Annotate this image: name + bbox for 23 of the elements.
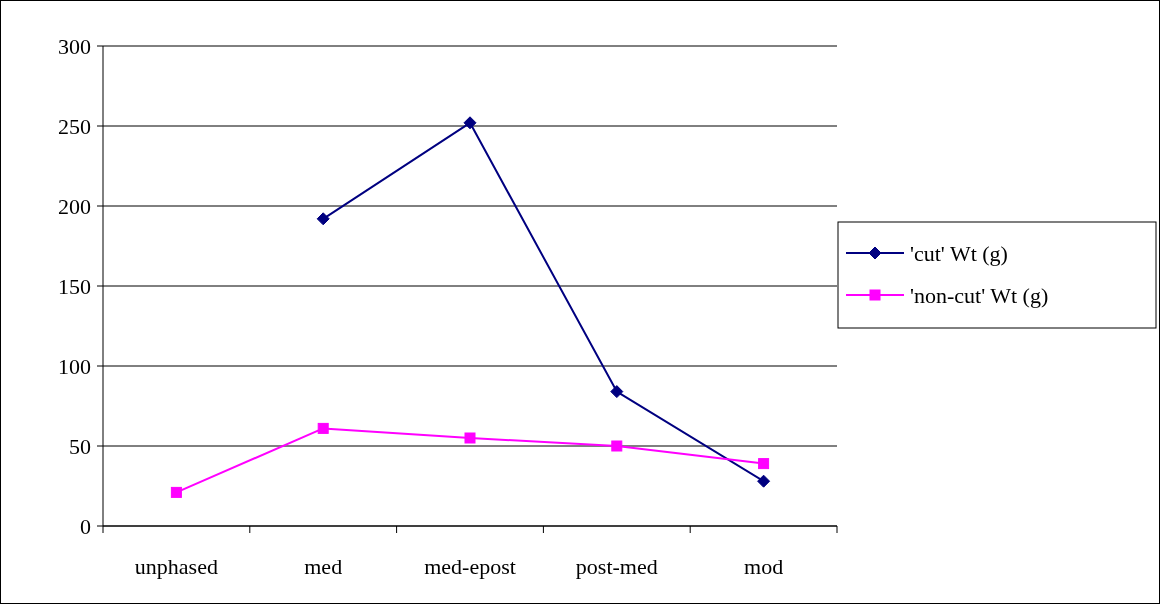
legend-label: 'non-cut' Wt (g) bbox=[910, 282, 1049, 308]
point bbox=[758, 458, 770, 470]
y-tick-label: 250 bbox=[58, 113, 91, 139]
x-tick-label: unphased bbox=[134, 554, 218, 579]
point bbox=[610, 385, 624, 399]
y-tick-label: 150 bbox=[58, 273, 91, 299]
legend-label: 'cut' Wt (g) bbox=[910, 240, 1008, 266]
point bbox=[317, 422, 329, 434]
y-tick-label: 50 bbox=[69, 433, 91, 459]
y-tick-label: 300 bbox=[58, 33, 91, 59]
x-tick-label: med-epost bbox=[424, 554, 516, 579]
y-tick-label: 100 bbox=[58, 353, 91, 379]
point bbox=[463, 116, 477, 130]
point bbox=[611, 440, 623, 452]
x-tick-label: post-med bbox=[575, 554, 658, 579]
x-tick-label: mod bbox=[744, 554, 784, 579]
point bbox=[316, 212, 330, 226]
point bbox=[757, 474, 771, 488]
point bbox=[170, 486, 182, 498]
y-tick-label: 0 bbox=[80, 513, 91, 539]
point bbox=[464, 432, 476, 444]
y-tick-label: 200 bbox=[58, 193, 91, 219]
x-tick-label: med bbox=[304, 554, 343, 579]
